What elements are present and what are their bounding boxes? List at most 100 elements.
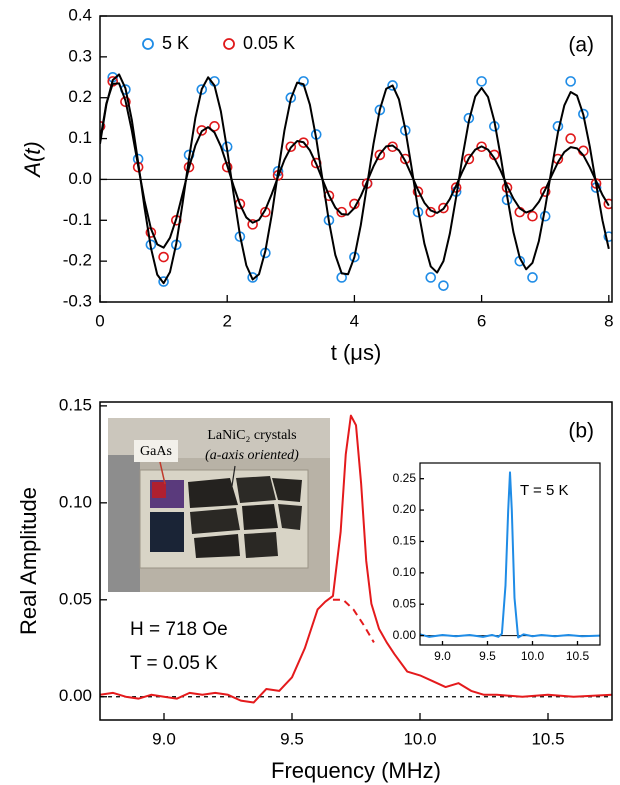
y-tick-label: 0.1 <box>68 128 92 147</box>
plot-area <box>420 471 600 639</box>
pointer <box>231 465 236 487</box>
data-point <box>158 251 169 263</box>
annotation: H = 718 Oe <box>130 619 228 640</box>
legend-marker <box>142 38 154 50</box>
data-point <box>196 125 208 136</box>
y-tick-label: 0.25 <box>393 471 417 485</box>
data-line <box>100 82 610 249</box>
axes-frame <box>419 462 601 646</box>
data-point <box>387 80 398 91</box>
y-tick-label: 0.00 <box>393 628 417 642</box>
data-point <box>209 121 220 132</box>
data-point <box>247 219 258 230</box>
data-point <box>438 280 449 291</box>
crystal <box>236 476 276 503</box>
y-tick-label: 0.05 <box>393 596 417 610</box>
photo-label: LaNiC₂ crystals <box>207 428 296 443</box>
crystal <box>272 478 302 502</box>
data-point <box>527 272 538 283</box>
legend-label: 0.05 K <box>243 33 295 53</box>
data-point <box>539 186 551 197</box>
data-point <box>565 133 576 144</box>
x-tick-label: 9.0 <box>434 649 451 663</box>
photo-label: (a-axis oriented) <box>205 448 299 463</box>
x-axis-title: Frequency (MHz) <box>271 758 441 783</box>
y-tick-label: 0.2 <box>68 87 92 106</box>
crystal <box>194 534 240 558</box>
data-point <box>425 272 437 283</box>
data-point <box>100 121 106 132</box>
x-tick-label: 10.5 <box>531 729 564 748</box>
y-tick-label: 0.0 <box>68 169 92 188</box>
x-tick-label: 0 <box>95 311 104 330</box>
pointer <box>159 461 166 485</box>
x-tick-label: 10.5 <box>566 649 590 663</box>
y-tick-label: 0.15 <box>393 534 417 548</box>
crystal <box>242 504 278 530</box>
panel-label: (b) <box>568 420 594 443</box>
y-axis-title: A(t) <box>20 141 45 178</box>
x-tick-label: 9.5 <box>479 649 496 663</box>
annotation: T = 0.05 K <box>130 653 218 674</box>
plot-area <box>100 414 612 704</box>
axes-frame <box>99 401 613 721</box>
data-point <box>565 76 576 87</box>
axes-frame <box>99 15 613 303</box>
data-point <box>476 76 487 87</box>
y-tick-label: 0.05 <box>59 589 92 608</box>
x-axis-title: t (μs) <box>331 340 382 365</box>
metal-clamp <box>108 455 140 592</box>
x-tick-label: 10.0 <box>403 729 436 748</box>
chart-panel: 0.00 0.05 0.10 0.15 9.0 9.5 10.0 10.5 Frequency … <box>16 395 613 783</box>
plot-area <box>100 71 612 291</box>
crystal <box>188 478 238 508</box>
data-point <box>196 84 208 95</box>
gaas-piece <box>150 512 184 552</box>
photo-label: GaAs <box>140 444 172 459</box>
x-tick-label: 2 <box>222 311 231 330</box>
y-tick-label: 0.10 <box>393 565 417 579</box>
panel-label: (a) <box>568 34 594 57</box>
y-tick-label: -0.1 <box>63 210 92 229</box>
data-point <box>298 137 309 148</box>
y-tick-label: 0.3 <box>68 46 92 65</box>
data-point <box>603 231 612 242</box>
y-tick-label: -0.3 <box>63 291 92 310</box>
crystal <box>278 504 302 530</box>
x-tick-label: 9.5 <box>280 729 304 748</box>
data-point <box>476 141 487 153</box>
data-point <box>527 210 538 222</box>
data-line <box>332 598 375 643</box>
data-point <box>412 186 424 197</box>
inset-chart: 0.00 0.05 0.10 0.15 0.20 0.25 9.0 9.5 10.0 10.5 T … <box>393 462 601 663</box>
legend-label: 5 K <box>162 33 189 53</box>
y-tick-label: 0.4 <box>68 5 92 24</box>
y-axis-title: Real Amplitude <box>16 487 41 635</box>
data-point <box>438 202 449 214</box>
x-tick-label: 6 <box>477 311 486 330</box>
data-point <box>158 276 169 287</box>
data-point <box>120 96 131 108</box>
data-point <box>336 206 347 218</box>
x-tick-label: 10.0 <box>521 649 545 663</box>
chart-panel: -0.3 -0.2 -0.1 0.0 0.1 0.2 0.3 0.4 0 2 4 6 8 t (μs) A(… <box>20 5 614 364</box>
x-tick-label: 8 <box>604 311 613 330</box>
label-box <box>134 440 178 462</box>
y-tick-label: -0.2 <box>63 251 92 270</box>
crystal <box>244 532 278 558</box>
y-tick-label: 0.20 <box>393 502 417 516</box>
data-point <box>603 198 612 210</box>
data-line <box>100 414 612 704</box>
annotation: T = 5 K <box>520 482 569 499</box>
legend-marker <box>223 38 235 50</box>
data-point <box>247 272 258 283</box>
y-tick-label: 0.10 <box>59 492 92 511</box>
gaas-tint <box>152 482 166 498</box>
crystal <box>190 508 240 534</box>
data-point <box>463 153 475 165</box>
y-tick-label: 0.15 <box>59 395 92 414</box>
y-tick-label: 0.00 <box>59 686 92 705</box>
photo-inset: GaAs LaNiC₂ crystals (a-axis oriented) <box>108 418 330 592</box>
